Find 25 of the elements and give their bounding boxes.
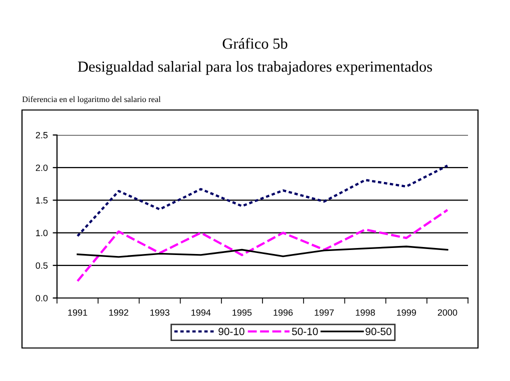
y-tick-label: 0.0 <box>36 294 48 302</box>
x-tick-label: 1998 <box>356 309 375 316</box>
line-series <box>76 208 449 282</box>
x-tick-label: 1996 <box>274 309 293 316</box>
chart-subtitle: Desigualdad salarial para los trabajadores experimentados <box>78 61 432 75</box>
x-tick-label: 1997 <box>314 309 334 316</box>
y-axis-title: Diferencia en el logaritmo del salario real <box>22 96 161 104</box>
line-series <box>76 246 448 258</box>
x-tick-label: 1993 <box>150 309 170 316</box>
x-tick-label: 1999 <box>397 309 416 316</box>
x-tick-label: 2000 <box>438 309 458 316</box>
y-tick-label: 1.5 <box>36 197 48 204</box>
x-tick-label: 1995 <box>232 309 252 316</box>
legend-label: 90-10 <box>218 328 244 336</box>
y-tick-label: 2.5 <box>36 132 48 138</box>
y-tick-label: 0.5 <box>36 262 48 269</box>
x-tick-label: 1991 <box>68 309 88 316</box>
legend-label: 50-10 <box>292 328 318 336</box>
line-series <box>76 164 449 238</box>
x-tick-label: 1992 <box>109 309 128 316</box>
y-tick-label: 2.0 <box>36 164 48 171</box>
legend-label: 90-50 <box>366 328 392 336</box>
y-tick-label: 1.0 <box>36 230 48 236</box>
x-tick-label: 1994 <box>192 309 211 316</box>
chart-title: Gráfico 5b <box>222 38 288 49</box>
